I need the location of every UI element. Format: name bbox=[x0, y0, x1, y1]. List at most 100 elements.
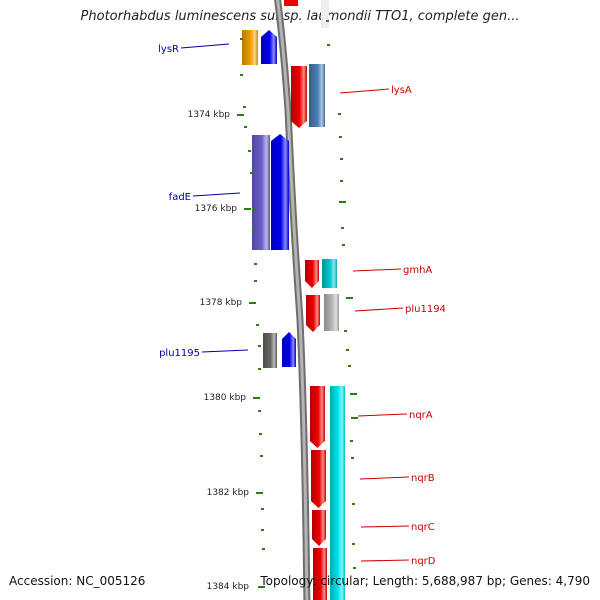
tick-mark bbox=[240, 38, 243, 40]
gene-feature-plu1194[interactable] bbox=[324, 294, 339, 331]
gene-feature-nqrD[interactable] bbox=[313, 548, 327, 600]
gene-label-plu1194[interactable]: plu1194 bbox=[405, 304, 446, 315]
tick-mark bbox=[353, 567, 356, 569]
major-tick-mark bbox=[350, 393, 357, 395]
major-tick-mark bbox=[253, 397, 260, 399]
scale-label: 1378 kbp bbox=[200, 298, 243, 308]
tick-mark bbox=[261, 508, 264, 510]
tick-mark bbox=[352, 503, 355, 505]
tick-mark bbox=[252, 208, 255, 210]
major-tick-mark bbox=[351, 417, 358, 419]
gene-label-nqrC[interactable]: nqrC bbox=[411, 522, 435, 533]
tick-mark bbox=[250, 172, 253, 174]
gene-labels: lysR lysA fadE gmhA plu1194 plu1195 nqrA nqrB nq… bbox=[158, 43, 446, 567]
tick-mark bbox=[258, 368, 261, 370]
label-leader-line bbox=[201, 349, 249, 353]
label-leader-line bbox=[360, 559, 410, 562]
tick-mark bbox=[259, 433, 262, 435]
tick-mark bbox=[348, 365, 351, 367]
tick-mark bbox=[243, 106, 246, 108]
tick-mark bbox=[244, 126, 247, 128]
gene-label-lysA[interactable]: lysA bbox=[391, 85, 412, 96]
tick-mark bbox=[350, 440, 353, 442]
scale-label: 1384 kbp bbox=[207, 582, 250, 592]
tick-mark bbox=[260, 455, 263, 457]
tick-mark bbox=[326, 20, 329, 22]
genome-info-text: Topology: circular; Length: 5,688,987 bp… bbox=[260, 574, 590, 588]
tick-mark bbox=[256, 324, 259, 326]
scale-label: 1376 kbp bbox=[195, 204, 238, 214]
tick-mark bbox=[254, 280, 257, 282]
tick-mark bbox=[248, 150, 251, 152]
tick-mark bbox=[262, 548, 265, 550]
tick-mark bbox=[340, 180, 343, 182]
gene-feature-lysR[interactable] bbox=[261, 30, 277, 64]
gene-feature-nqrA[interactable] bbox=[310, 386, 325, 448]
gene-feature-nqrB[interactable] bbox=[311, 450, 326, 508]
backbone bbox=[276, 0, 309, 600]
label-leader-line bbox=[354, 307, 404, 312]
gene-label-nqrB[interactable]: nqrB bbox=[411, 473, 435, 484]
major-tick-mark bbox=[339, 201, 346, 203]
tick-mark bbox=[352, 543, 355, 545]
gene-feature-plu1194[interactable] bbox=[306, 295, 320, 332]
tick-mark bbox=[342, 244, 345, 246]
gene-label-nqrD[interactable]: nqrD bbox=[411, 556, 436, 567]
gene-feature-lysR[interactable] bbox=[242, 30, 258, 65]
tick-mark bbox=[254, 263, 257, 265]
scale-label: 1382 kbp bbox=[207, 488, 250, 498]
feature-partial-top-outer bbox=[321, 0, 329, 28]
tick-mark bbox=[258, 410, 261, 412]
label-leader-line bbox=[339, 88, 390, 94]
tick-mark bbox=[258, 345, 261, 347]
gene-feature-gmhA[interactable] bbox=[305, 260, 319, 288]
major-tick-mark bbox=[244, 208, 251, 210]
gene-feature-lysA[interactable] bbox=[291, 66, 307, 128]
gene-label-lysR[interactable]: lysR bbox=[158, 44, 179, 55]
tick-mark bbox=[344, 330, 347, 332]
gene-feature-nqr-operon[interactable] bbox=[330, 386, 345, 600]
feature-partial-top[interactable] bbox=[284, 0, 298, 6]
scale-labels: 1374 kbp 1376 kbp 1378 kbp 1380 kbp 1382 kbp… bbox=[188, 110, 265, 592]
tick-mark bbox=[340, 158, 343, 160]
gene-feature-fadE[interactable] bbox=[252, 135, 270, 250]
tick-mark bbox=[351, 457, 354, 459]
tick-mark bbox=[346, 349, 349, 351]
map-title: Photorhabdus luminescens subsp. laumondi… bbox=[80, 9, 520, 24]
gene-label-nqrA[interactable]: nqrA bbox=[409, 410, 433, 421]
scale-ticks bbox=[240, 20, 358, 569]
gene-feature-gmhA[interactable] bbox=[322, 259, 337, 288]
tick-mark bbox=[240, 74, 243, 76]
major-tick-mark bbox=[258, 586, 265, 588]
gene-label-gmhA[interactable]: gmhA bbox=[403, 265, 432, 276]
label-leader-line bbox=[359, 476, 410, 480]
gene-feature-fadE[interactable] bbox=[271, 134, 289, 250]
gene-label-plu1195[interactable]: plu1195 bbox=[159, 348, 200, 359]
major-tick-mark bbox=[249, 302, 256, 304]
label-leader-line bbox=[352, 268, 402, 272]
gene-label-fadE[interactable]: fadE bbox=[169, 192, 191, 203]
label-leader-line bbox=[360, 525, 410, 528]
tick-mark bbox=[327, 44, 330, 46]
accession-text: Accession: NC_005126 bbox=[9, 574, 146, 588]
gene-features bbox=[242, 30, 345, 600]
major-tick-mark bbox=[346, 297, 353, 299]
label-leader-line bbox=[357, 413, 408, 417]
label-leader-line bbox=[180, 43, 230, 49]
gene-feature-nqrC[interactable] bbox=[312, 510, 326, 546]
gene-feature-lysA[interactable] bbox=[309, 64, 325, 127]
tick-mark bbox=[339, 136, 342, 138]
scale-label: 1374 kbp bbox=[188, 110, 231, 120]
tick-mark bbox=[261, 529, 264, 531]
label-leader-line bbox=[192, 192, 241, 197]
gene-feature-plu1195[interactable] bbox=[282, 332, 296, 367]
tick-mark bbox=[252, 230, 255, 232]
tick-mark bbox=[341, 227, 344, 229]
tick-mark bbox=[338, 113, 341, 115]
scale-label: 1380 kbp bbox=[204, 393, 247, 403]
gene-feature-plu1195[interactable] bbox=[263, 333, 277, 368]
major-tick-mark bbox=[256, 492, 263, 494]
major-tick-mark bbox=[237, 114, 244, 116]
